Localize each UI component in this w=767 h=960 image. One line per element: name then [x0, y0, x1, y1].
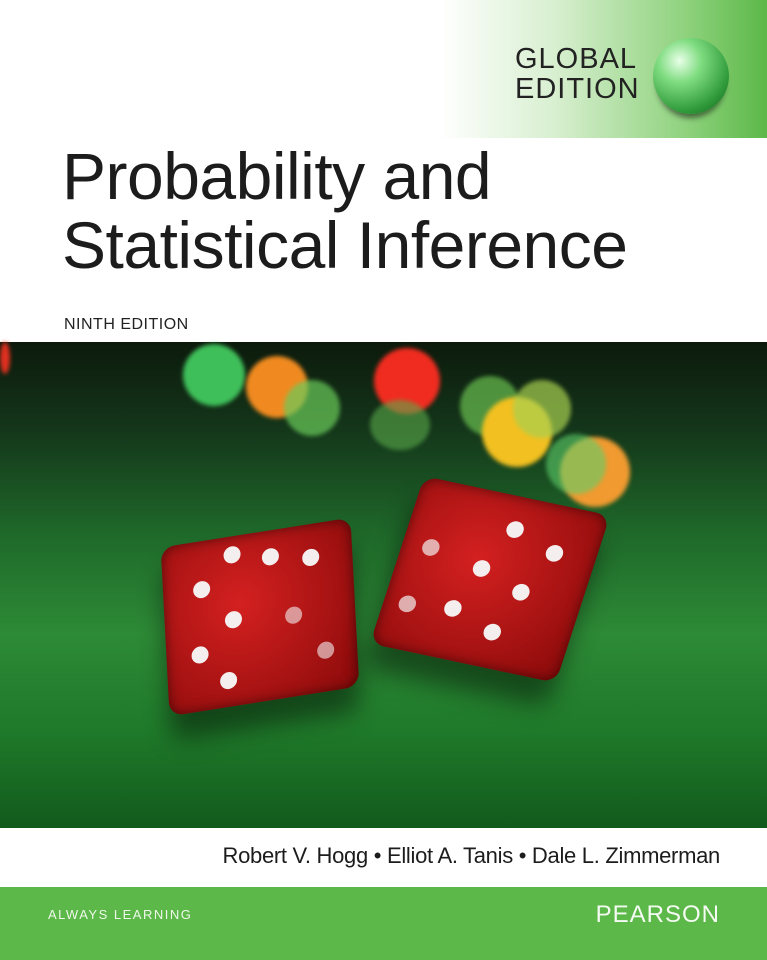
badge-line1: GLOBAL: [515, 43, 638, 75]
title-line1: Probability and: [62, 139, 492, 213]
authors: Robert V. Hogg • Elliot A. Tanis • Dale …: [222, 843, 721, 868]
die-pip: [191, 645, 210, 665]
left-die: [160, 517, 360, 717]
die-pip: [396, 593, 419, 614]
edition-label: NINTH EDITION: [64, 316, 189, 333]
die-pip: [223, 545, 241, 565]
die-pip: [284, 605, 303, 625]
right-die: [369, 476, 611, 683]
bokeh-light: [370, 400, 430, 450]
die-pip: [301, 547, 320, 568]
die-pip: [543, 543, 566, 564]
bokeh-light: [513, 380, 571, 438]
die-pip: [219, 670, 238, 691]
die-pip: [192, 579, 211, 600]
global-edition-label: GLOBAL EDITION: [515, 44, 640, 104]
die-pip: [224, 609, 243, 630]
cover-photo-dice: [0, 342, 767, 828]
book-title: Probability and Statistical Inference: [62, 139, 628, 282]
bokeh-light: [0, 342, 10, 374]
die-pip: [481, 622, 504, 643]
die-pip: [509, 582, 532, 603]
die-pip: [261, 546, 280, 567]
die-pip: [441, 598, 464, 619]
bokeh-light: [546, 434, 606, 494]
die-pip: [504, 519, 527, 540]
bokeh-light: [183, 344, 245, 406]
tagline: ALWAYS LEARNING: [48, 907, 193, 922]
bokeh-light: [284, 380, 340, 436]
globe-icon: [653, 38, 729, 114]
publisher-footer: ALWAYS LEARNING PEARSON: [0, 887, 767, 960]
die-pip: [419, 537, 442, 558]
title-line2: Statistical Inference: [62, 208, 628, 282]
die-pip: [316, 640, 335, 660]
badge-line2: EDITION: [515, 73, 640, 105]
publisher-logo: PEARSON: [595, 901, 720, 928]
die-pip: [470, 558, 493, 579]
